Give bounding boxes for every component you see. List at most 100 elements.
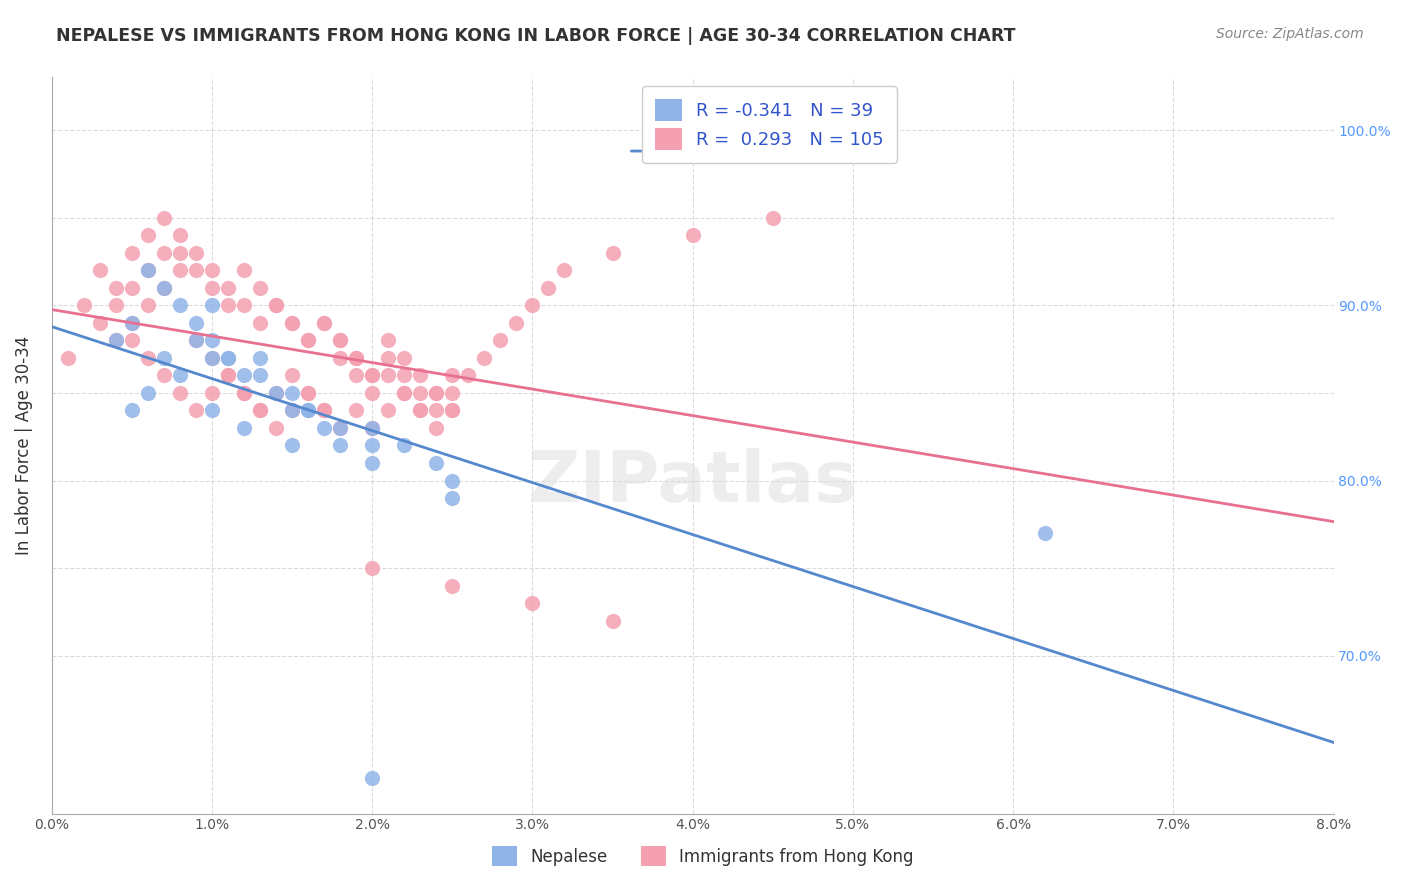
Point [201,263,224,277]
Point [377,368,399,383]
Point [201,351,224,365]
Point [344,351,367,365]
Point [153,351,176,365]
Point [281,403,304,417]
Point [762,211,785,225]
Point [329,438,352,452]
Point [121,334,143,348]
Point [329,351,352,365]
Legend: R = -0.341   N = 39, R =  0.293   N = 105: R = -0.341 N = 39, R = 0.293 N = 105 [643,87,897,163]
Point [314,316,336,330]
Point [314,421,336,435]
Point [184,334,207,348]
Point [104,281,127,295]
Point [409,403,432,417]
Point [394,385,416,400]
Point [104,298,127,312]
Point [394,438,416,452]
Point [136,385,159,400]
Point [361,421,384,435]
Point [394,385,416,400]
Point [233,263,256,277]
Point [297,334,319,348]
Point [169,368,191,383]
Point [184,403,207,417]
Point [121,281,143,295]
Point [394,368,416,383]
Point [297,334,319,348]
Point [104,334,127,348]
Point [281,316,304,330]
Point [56,351,79,365]
Point [329,334,352,348]
Point [457,368,479,383]
Point [169,228,191,243]
Point [136,351,159,365]
Point [169,385,191,400]
Point [425,403,447,417]
Point [89,316,111,330]
Point [281,368,304,383]
Point [249,403,271,417]
Point [522,596,544,610]
Point [121,316,143,330]
Point [217,351,239,365]
Point [249,368,271,383]
Point [233,421,256,435]
Point [361,421,384,435]
Point [361,561,384,575]
Point [329,421,352,435]
Point [217,298,239,312]
Point [136,263,159,277]
Point [184,334,207,348]
Point [329,421,352,435]
Point [602,245,624,260]
Point [249,281,271,295]
Point [281,438,304,452]
Point [377,351,399,365]
Point [184,316,207,330]
Point [682,228,704,243]
Text: NEPALESE VS IMMIGRANTS FROM HONG KONG IN LABOR FORCE | AGE 30-34 CORRELATION CHA: NEPALESE VS IMMIGRANTS FROM HONG KONG IN… [56,27,1015,45]
Point [136,228,159,243]
Point [394,351,416,365]
Point [425,385,447,400]
Point [121,316,143,330]
Point [505,316,527,330]
Point [121,403,143,417]
Point [233,385,256,400]
Point [104,334,127,348]
Point [441,368,464,383]
Point [441,403,464,417]
Point [264,421,287,435]
Legend: Nepalese, Immigrants from Hong Kong: Nepalese, Immigrants from Hong Kong [484,838,922,875]
Point [184,263,207,277]
Point [264,298,287,312]
Point [217,281,239,295]
Point [344,368,367,383]
Point [281,316,304,330]
Point [169,263,191,277]
Point [361,438,384,452]
Point [264,385,287,400]
Point [377,334,399,348]
Point [264,298,287,312]
Point [233,368,256,383]
Point [153,245,176,260]
Point [297,385,319,400]
Point [201,334,224,348]
Point [233,385,256,400]
Point [201,281,224,295]
Point [89,263,111,277]
Point [201,385,224,400]
Point [425,456,447,470]
Point [201,298,224,312]
Point [249,403,271,417]
Point [441,474,464,488]
Point [409,385,432,400]
Point [169,245,191,260]
Y-axis label: In Labor Force | Age 30-34: In Labor Force | Age 30-34 [15,336,32,555]
Point [441,579,464,593]
Point [314,403,336,417]
Point [153,281,176,295]
